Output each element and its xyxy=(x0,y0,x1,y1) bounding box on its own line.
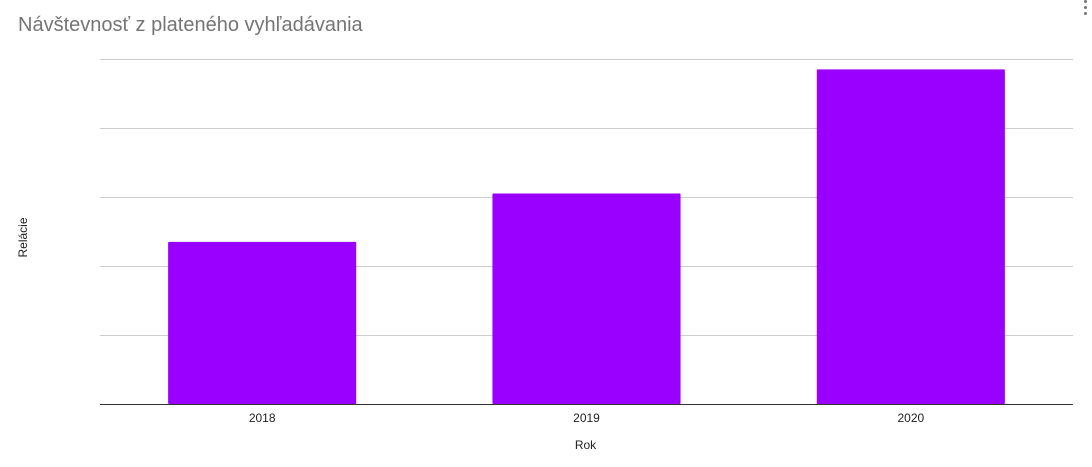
x-tick-label: 2020 xyxy=(897,411,924,425)
chart-title: Návštevnosť z plateného vyhľadávania xyxy=(18,14,363,36)
bar-2018[interactable] xyxy=(168,241,357,404)
more-options-icon[interactable] xyxy=(1082,0,1088,20)
x-axis-title: Rok xyxy=(575,438,597,452)
x-tick-label: 2018 xyxy=(249,411,276,425)
bars xyxy=(168,69,1005,404)
y-axis-title: Relácie xyxy=(16,217,30,257)
bar-2020[interactable] xyxy=(816,69,1005,404)
x-tick-label: 2019 xyxy=(573,411,600,425)
x-tick-labels: 2018 2019 2020 xyxy=(249,411,925,425)
bar-2019[interactable] xyxy=(492,193,681,404)
